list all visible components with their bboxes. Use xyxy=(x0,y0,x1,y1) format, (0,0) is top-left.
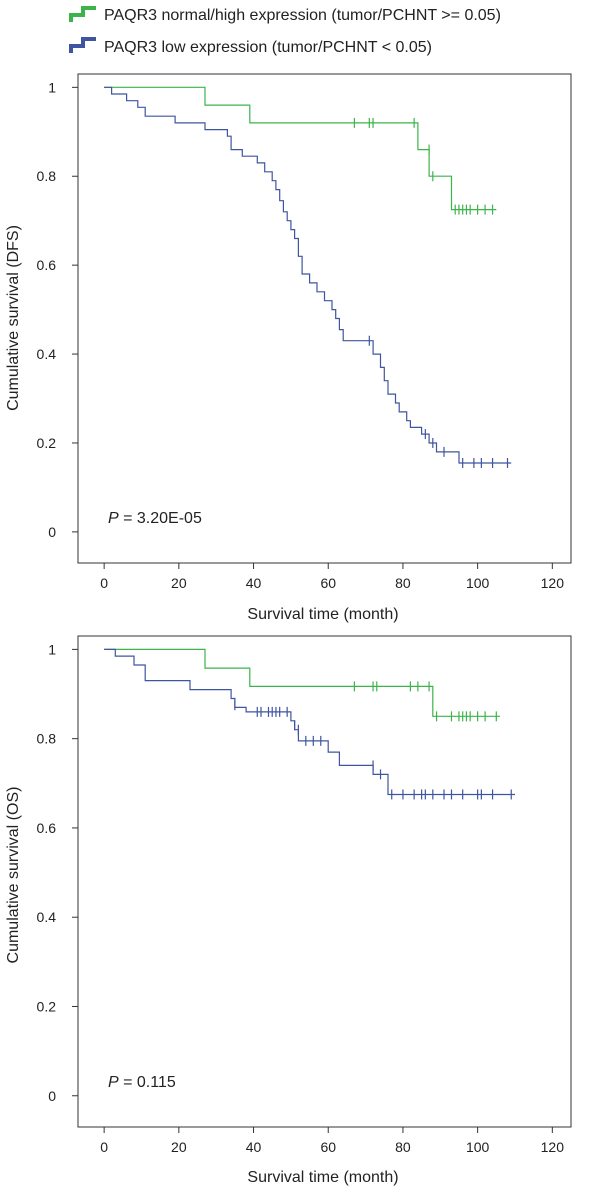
os-plot-frame xyxy=(77,635,572,1128)
os-p-label: P xyxy=(108,1074,119,1091)
dfs-series xyxy=(104,86,512,468)
os-x-tick-label: 60 xyxy=(320,1139,336,1155)
legend-item-normal-high: PAQR3 normal/high expression (tumor/PCHN… xyxy=(69,6,501,24)
dfs-x-tick-label: 100 xyxy=(466,575,490,591)
dfs-y-tick-label: 1 xyxy=(48,79,56,95)
dfs-x-tick-label: 60 xyxy=(320,575,336,591)
dfs-y-tick-label: 0.4 xyxy=(37,346,57,362)
legend-item-low: PAQR3 low expression (tumor/PCHNT < 0.05… xyxy=(69,37,432,56)
os-x-tick-label: 120 xyxy=(541,1139,565,1155)
dfs-y-tick-label: 0.2 xyxy=(37,435,57,451)
os-y-tick-label: 1 xyxy=(48,641,56,657)
dfs-plot-frame xyxy=(77,73,572,564)
os-x-tick-label: 20 xyxy=(171,1139,187,1155)
legend-label-normal-high: PAQR3 normal/high expression (tumor/PCHN… xyxy=(104,7,501,24)
legend-swatch-normal-high xyxy=(69,6,96,22)
os-chart: 0 20 40 60 80 100 120 0 0.2 0.4 0.6 0.8 1 Cumulative… xyxy=(5,635,572,1186)
os-x-tick-label: 80 xyxy=(395,1139,411,1155)
os-axis-ticks: 0 20 40 60 80 100 120 0 0.2 0.4 0.6 0.8 1 xyxy=(37,641,565,1155)
dfs-x-tick-label: 20 xyxy=(171,575,187,591)
legend: PAQR3 normal/high expression (tumor/PCHN… xyxy=(69,6,501,56)
dfs-normal-high-survival-curve xyxy=(104,86,497,211)
dfs-y-tick-label: 0 xyxy=(48,524,56,540)
dfs-x-tick-label: 40 xyxy=(246,575,262,591)
dfs-chart: 0 20 40 60 80 100 120 0 0.2 0.4 0.6 0.8 1 Cumulative… xyxy=(5,73,572,623)
dfs-p-number: = 3.20E-05 xyxy=(119,510,202,527)
os-x-tick-label: 0 xyxy=(100,1139,108,1155)
dfs-y-tick-label: 0.6 xyxy=(37,257,57,273)
dfs-low-survival-curve xyxy=(104,86,512,464)
os-y-tick-label: 0.8 xyxy=(37,731,57,747)
legend-label-low: PAQR3 low expression (tumor/PCHNT < 0.05… xyxy=(104,39,432,56)
os-p-number: = 0.115 xyxy=(119,1074,176,1091)
dfs-x-tick-label: 80 xyxy=(395,575,411,591)
os-low-survival-curve xyxy=(104,648,515,796)
dfs-axis-ticks: 0 20 40 60 80 100 120 0 0.2 0.4 0.6 0.8 1 xyxy=(37,79,565,591)
legend-swatch-low xyxy=(69,37,96,53)
os-y-axis-label: Cumulative survival (OS) xyxy=(5,787,22,964)
os-x-axis-label: Survival time (month) xyxy=(247,1169,398,1186)
dfs-p-label: P xyxy=(108,510,119,527)
dfs-x-axis-label: Survival time (month) xyxy=(247,606,398,623)
dfs-x-tick-label: 0 xyxy=(100,575,108,591)
os-series xyxy=(104,648,515,800)
os-y-tick-label: 0 xyxy=(48,1088,56,1104)
dfs-y-tick-label: 0.8 xyxy=(37,168,57,184)
os-x-tick-label: 40 xyxy=(246,1139,262,1155)
os-y-tick-label: 0.6 xyxy=(37,820,57,836)
os-x-tick-label: 100 xyxy=(466,1139,490,1155)
dfs-y-axis-label: Cumulative survival (DFS) xyxy=(5,225,22,411)
os-p-value: P = 0.115 xyxy=(108,1074,176,1091)
os-y-tick-label: 0.2 xyxy=(37,998,57,1014)
os-y-tick-label: 0.4 xyxy=(37,909,57,925)
os-normal-high-survival-curve xyxy=(104,648,500,717)
dfs-x-tick-label: 120 xyxy=(541,575,565,591)
dfs-p-value: P = 3.20E-05 xyxy=(108,510,202,527)
